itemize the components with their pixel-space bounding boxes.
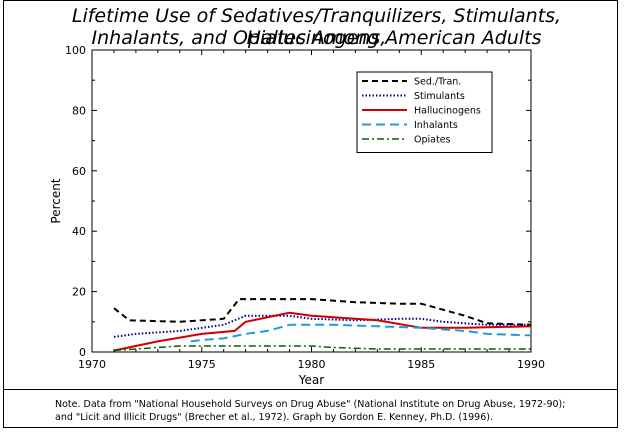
- y-tick-label: 20: [72, 286, 86, 299]
- chart-title-line-1: Lifetime Use of Sedatives/Tranquilizers,…: [71, 5, 562, 49]
- x-tick-label: 1970: [78, 358, 106, 371]
- chart-title-line-2: Inhalants, and Opiates Among American Ad…: [91, 27, 542, 49]
- note-line-1: Note. Data from "National Household Surv…: [55, 399, 566, 410]
- series-line-stimulants: [113, 314, 531, 338]
- y-tick-label: 0: [79, 346, 86, 359]
- legend-label: Sed./Tran.: [414, 77, 461, 88]
- series-line-inhalants: [190, 323, 532, 343]
- note-line-2: and "Licit and Illicit Drugs" (Brecher e…: [55, 412, 493, 423]
- chart-frame: [3, 0, 618, 428]
- y-axis-label: Percent: [49, 178, 63, 223]
- y-tick-label: 40: [72, 225, 86, 238]
- legend-label: Inhalants: [414, 120, 458, 131]
- y-tick-label: 80: [72, 104, 86, 117]
- series-line-hallucinogens: [113, 311, 532, 352]
- note-box: [3, 389, 618, 428]
- x-tick-label: 1975: [188, 358, 216, 371]
- x-tick-label: 1980: [298, 358, 326, 371]
- y-tick-label: 100: [65, 44, 86, 57]
- x-tick-label: 1985: [407, 358, 435, 371]
- legend-label: Hallucinogens: [414, 106, 481, 117]
- series-line-sed-tran: [113, 298, 532, 326]
- y-tick-label: 60: [72, 165, 86, 178]
- x-tick-label: 1990: [517, 358, 545, 371]
- x-axis-label: Year: [298, 373, 324, 387]
- series-line-opiates: [113, 345, 531, 352]
- legend-label: Stimulants: [414, 91, 465, 102]
- legend-label: Opiates: [414, 135, 451, 146]
